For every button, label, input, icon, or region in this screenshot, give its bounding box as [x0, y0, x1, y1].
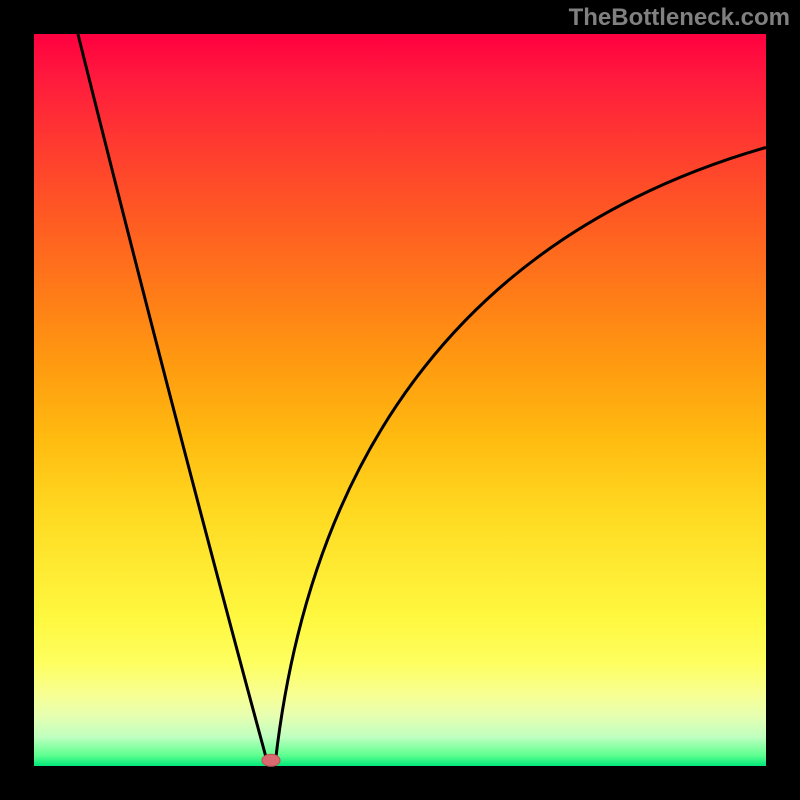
- watermark-text: TheBottleneck.com: [569, 4, 790, 32]
- chart-container: TheBottleneck.com: [0, 0, 800, 800]
- plot-area: [34, 34, 766, 766]
- gradient-background: [34, 34, 766, 766]
